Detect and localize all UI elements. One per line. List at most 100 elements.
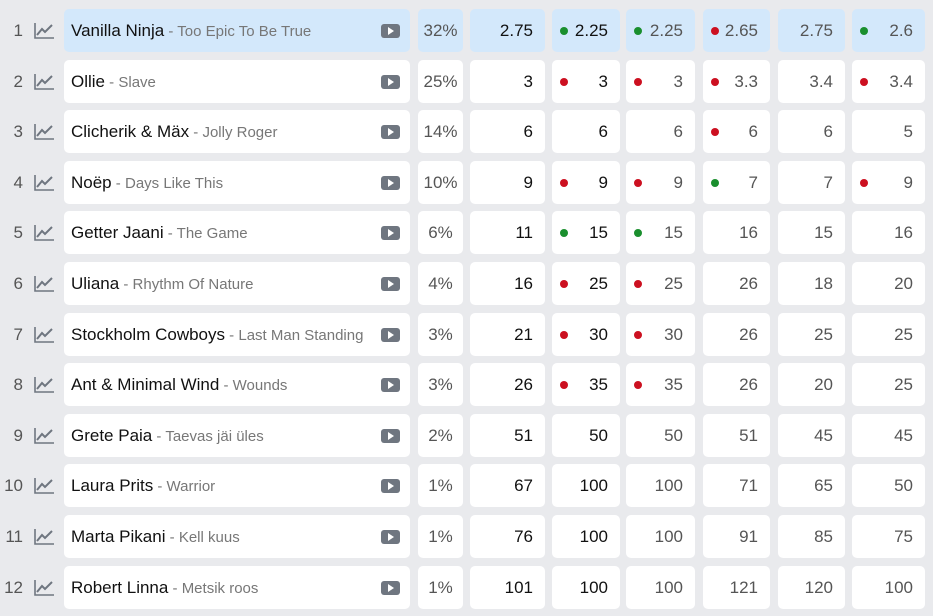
odds-cell[interactable]: 6 bbox=[552, 110, 620, 154]
odds-cell[interactable]: 9 bbox=[470, 160, 545, 204]
odds-cell[interactable]: 26 bbox=[703, 261, 770, 305]
odds-cell[interactable]: 11 bbox=[470, 211, 545, 255]
play-video-icon[interactable] bbox=[381, 580, 400, 595]
odds-cell[interactable]: 75 bbox=[852, 514, 925, 558]
odds-cell[interactable]: 100 bbox=[552, 514, 620, 558]
odds-cell[interactable]: 67 bbox=[470, 464, 545, 508]
odds-cell[interactable]: 35 bbox=[626, 363, 695, 407]
odds-cell[interactable]: 25 bbox=[626, 261, 695, 305]
play-video-icon[interactable] bbox=[381, 125, 400, 140]
entry-name[interactable]: Stockholm Cowboys - Last Man Standing bbox=[64, 312, 410, 356]
odds-cell[interactable]: 100 bbox=[552, 464, 620, 508]
odds-cell[interactable]: 16 bbox=[703, 211, 770, 255]
odds-cell[interactable]: 50 bbox=[552, 413, 620, 457]
play-video-icon[interactable] bbox=[381, 428, 400, 443]
odds-cell[interactable]: 7 bbox=[778, 160, 845, 204]
odds-cell[interactable]: 6 bbox=[703, 110, 770, 154]
odds-cell[interactable]: 9 bbox=[852, 160, 925, 204]
odds-cell[interactable]: 6 bbox=[778, 110, 845, 154]
odds-cell[interactable]: 2.25 bbox=[552, 9, 620, 52]
odds-cell[interactable]: 30 bbox=[626, 312, 695, 356]
chart-icon[interactable] bbox=[33, 528, 55, 546]
odds-cell[interactable]: 20 bbox=[852, 261, 925, 305]
entry-name[interactable]: Clicherik & Mäx - Jolly Roger bbox=[64, 110, 410, 154]
odds-cell[interactable]: 3.3 bbox=[703, 59, 770, 103]
odds-cell[interactable]: 15 bbox=[778, 211, 845, 255]
odds-cell[interactable]: 120 bbox=[778, 565, 845, 609]
odds-cell[interactable]: 91 bbox=[703, 514, 770, 558]
entry-name[interactable]: Vanilla Ninja - Too Epic To Be True bbox=[64, 9, 410, 52]
entry-name[interactable]: Laura Prits - Warrior bbox=[64, 464, 410, 508]
odds-cell[interactable]: 3 bbox=[626, 59, 695, 103]
odds-cell[interactable]: 3.4 bbox=[852, 59, 925, 103]
play-video-icon[interactable] bbox=[381, 479, 400, 494]
odds-cell[interactable]: 9 bbox=[552, 160, 620, 204]
chart-icon[interactable] bbox=[33, 477, 55, 495]
chart-icon[interactable] bbox=[33, 579, 55, 597]
odds-cell[interactable]: 51 bbox=[470, 413, 545, 457]
odds-cell[interactable]: 6 bbox=[626, 110, 695, 154]
odds-cell[interactable]: 5 bbox=[852, 110, 925, 154]
chart-icon[interactable] bbox=[33, 326, 55, 344]
chart-icon[interactable] bbox=[33, 174, 55, 192]
odds-cell[interactable]: 2.25 bbox=[626, 9, 695, 52]
odds-cell[interactable]: 2.75 bbox=[470, 9, 545, 52]
odds-cell[interactable]: 26 bbox=[703, 363, 770, 407]
odds-cell[interactable]: 100 bbox=[626, 464, 695, 508]
chart-icon[interactable] bbox=[33, 22, 55, 40]
odds-cell[interactable]: 100 bbox=[626, 514, 695, 558]
odds-cell[interactable]: 25 bbox=[778, 312, 845, 356]
odds-cell[interactable]: 26 bbox=[703, 312, 770, 356]
play-video-icon[interactable] bbox=[381, 276, 400, 291]
odds-cell[interactable]: 100 bbox=[552, 565, 620, 609]
chart-icon[interactable] bbox=[33, 427, 55, 445]
odds-cell[interactable]: 15 bbox=[552, 211, 620, 255]
chart-icon[interactable] bbox=[33, 376, 55, 394]
odds-cell[interactable]: 25 bbox=[852, 312, 925, 356]
odds-cell[interactable]: 121 bbox=[703, 565, 770, 609]
odds-cell[interactable]: 85 bbox=[778, 514, 845, 558]
chart-icon[interactable] bbox=[33, 123, 55, 141]
play-video-icon[interactable] bbox=[381, 378, 400, 393]
entry-name[interactable]: Marta Pikani - Kell kuus bbox=[64, 514, 410, 558]
play-video-icon[interactable] bbox=[381, 226, 400, 241]
odds-cell[interactable]: 25 bbox=[852, 363, 925, 407]
odds-cell[interactable]: 21 bbox=[470, 312, 545, 356]
entry-name[interactable]: Noëp - Days Like This bbox=[64, 160, 410, 204]
odds-cell[interactable]: 2.75 bbox=[778, 9, 845, 52]
odds-cell[interactable]: 3 bbox=[470, 59, 545, 103]
entry-name[interactable]: Ant & Minimal Wind - Wounds bbox=[64, 363, 410, 407]
odds-cell[interactable]: 71 bbox=[703, 464, 770, 508]
play-video-icon[interactable] bbox=[381, 327, 400, 342]
play-video-icon[interactable] bbox=[381, 74, 400, 89]
entry-name[interactable]: Ollie - Slave bbox=[64, 59, 410, 103]
odds-cell[interactable]: 15 bbox=[626, 211, 695, 255]
entry-name[interactable]: Uliana - Rhythm Of Nature bbox=[64, 261, 410, 305]
odds-cell[interactable]: 35 bbox=[552, 363, 620, 407]
play-video-icon[interactable] bbox=[381, 529, 400, 544]
odds-cell[interactable]: 18 bbox=[778, 261, 845, 305]
odds-cell[interactable]: 7 bbox=[703, 160, 770, 204]
odds-cell[interactable]: 30 bbox=[552, 312, 620, 356]
play-video-icon[interactable] bbox=[381, 175, 400, 190]
chart-icon[interactable] bbox=[33, 275, 55, 293]
odds-cell[interactable]: 2.6 bbox=[852, 9, 925, 52]
odds-cell[interactable]: 2.65 bbox=[703, 9, 770, 52]
odds-cell[interactable]: 51 bbox=[703, 413, 770, 457]
chart-icon[interactable] bbox=[33, 73, 55, 91]
entry-name[interactable]: Grete Paia - Taevas jäi üles bbox=[64, 413, 410, 457]
entry-name[interactable]: Robert Linna - Metsik roos bbox=[64, 565, 410, 609]
play-video-icon[interactable] bbox=[381, 24, 400, 38]
odds-cell[interactable]: 100 bbox=[852, 565, 925, 609]
odds-cell[interactable]: 45 bbox=[778, 413, 845, 457]
odds-cell[interactable]: 6 bbox=[470, 110, 545, 154]
odds-cell[interactable]: 100 bbox=[626, 565, 695, 609]
odds-cell[interactable]: 101 bbox=[470, 565, 545, 609]
odds-cell[interactable]: 9 bbox=[626, 160, 695, 204]
odds-cell[interactable]: 20 bbox=[778, 363, 845, 407]
odds-cell[interactable]: 3.4 bbox=[778, 59, 845, 103]
odds-cell[interactable]: 25 bbox=[552, 261, 620, 305]
odds-cell[interactable]: 76 bbox=[470, 514, 545, 558]
odds-cell[interactable]: 50 bbox=[852, 464, 925, 508]
odds-cell[interactable]: 50 bbox=[626, 413, 695, 457]
